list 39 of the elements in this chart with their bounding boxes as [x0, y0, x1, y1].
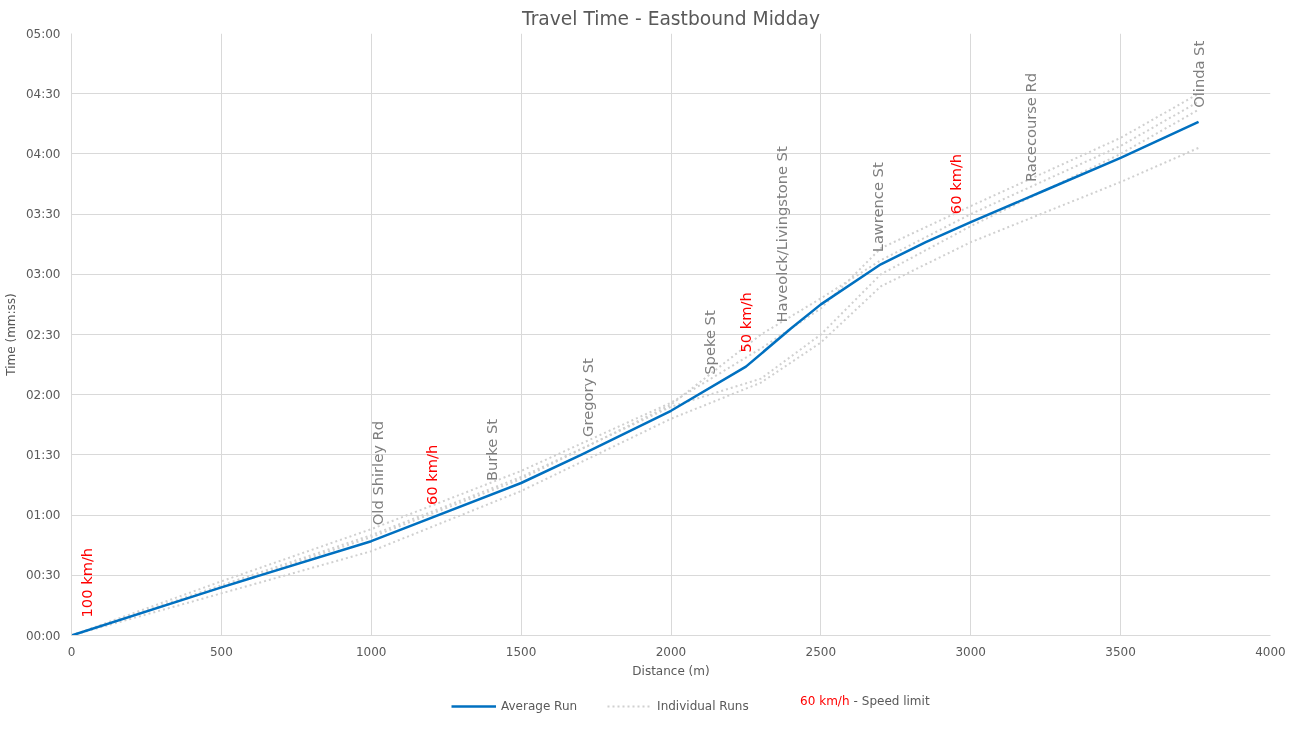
y-tick-label: 03:00	[25, 267, 61, 282]
y-tick-label: 04:30	[25, 86, 61, 101]
x-tick-label: 3500	[1105, 644, 1136, 659]
annotation: 60 km/h	[947, 153, 965, 215]
x-tick-label: 3000	[955, 644, 987, 659]
x-tick-label: 1500	[505, 644, 537, 659]
y-tick-label: 00:30	[25, 568, 61, 583]
legend-label: Average Run	[501, 699, 578, 713]
y-tick-label: 00:00	[25, 628, 61, 643]
x-axis-title: Distance (m)	[632, 663, 710, 678]
annotation: Gregory St	[578, 357, 596, 437]
annotation: Haveolck/Livingstone St	[773, 146, 791, 323]
y-tick-label: 03:30	[25, 207, 61, 222]
y-tick-label: 02:00	[25, 387, 61, 402]
text: - Speed limit	[853, 693, 930, 708]
annotation: 50 km/h	[737, 292, 755, 353]
y-tick-label: 05:00	[25, 26, 61, 41]
y-tick-label: 04:00	[25, 146, 61, 161]
y-tick-label: 02:30	[25, 327, 61, 342]
annotation: Burke St	[482, 418, 500, 482]
annotation: Old Shirley Rd	[368, 421, 386, 526]
x-tick-label: 2000	[655, 644, 687, 659]
text: 60 km/h	[800, 693, 850, 708]
legend-label: Individual Runs	[657, 699, 749, 713]
x-tick-label: 1000	[355, 644, 387, 659]
y-tick-label: 01:00	[25, 508, 61, 523]
annotation: 100 km/h	[77, 547, 95, 618]
x-tick-label: 0	[67, 644, 76, 659]
annotation: Olinda St	[1190, 40, 1208, 108]
x-tick-label: 500	[209, 644, 233, 659]
x-tick-label: 4000	[1255, 644, 1286, 659]
x-tick-label: 2500	[805, 644, 837, 659]
annotation: Speke St	[701, 310, 719, 375]
annotation: 60 km/h	[422, 444, 440, 506]
y-tick-label: 01:30	[25, 447, 61, 462]
y-axis-title: Time (mm:ss)	[3, 293, 18, 377]
chart-title: Travel Time - Eastbound Midday	[521, 7, 821, 29]
annotation: Racecourse Rd	[1022, 72, 1040, 183]
annotation: Lawrence St	[869, 162, 887, 253]
